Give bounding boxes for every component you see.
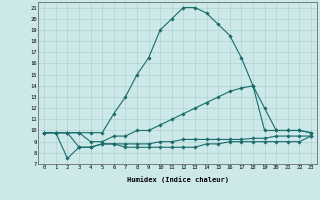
X-axis label: Humidex (Indice chaleur): Humidex (Indice chaleur): [127, 176, 228, 183]
